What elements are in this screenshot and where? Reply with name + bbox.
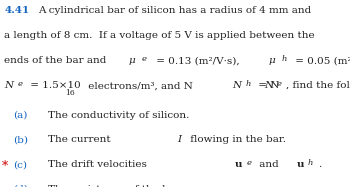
Text: electrons/m³, and N: electrons/m³, and N	[85, 81, 193, 90]
Text: (c): (c)	[13, 160, 27, 169]
Text: a length of 8 cm.  If a voltage of 5 V is applied between the: a length of 8 cm. If a voltage of 5 V is…	[4, 31, 315, 40]
Text: h: h	[246, 80, 251, 88]
Text: The resistance of the bar.: The resistance of the bar.	[48, 185, 182, 187]
Text: e: e	[18, 80, 22, 88]
Text: = 0.05 (m²/V·s),: = 0.05 (m²/V·s),	[292, 56, 350, 65]
Text: N: N	[232, 81, 241, 90]
Text: The drift velocities: The drift velocities	[48, 160, 150, 169]
Text: μ: μ	[268, 56, 275, 65]
Text: = N: = N	[255, 81, 280, 90]
Text: 16: 16	[65, 89, 75, 97]
Text: flowing in the bar.: flowing in the bar.	[187, 135, 286, 144]
Text: I: I	[177, 135, 181, 144]
Text: u: u	[296, 160, 304, 169]
Text: 4.41: 4.41	[4, 6, 29, 15]
Text: e: e	[277, 80, 282, 88]
Text: .: .	[318, 160, 321, 169]
Text: ends of the bar and: ends of the bar and	[4, 56, 110, 65]
Text: μ: μ	[129, 56, 135, 65]
Text: e: e	[142, 55, 147, 63]
Text: (b): (b)	[13, 135, 28, 144]
Text: A cylindrical bar of silicon has a radius of 4 mm and: A cylindrical bar of silicon has a radiu…	[38, 6, 311, 15]
Text: The current: The current	[48, 135, 114, 144]
Text: = 1.5×10: = 1.5×10	[27, 81, 81, 90]
Text: N: N	[4, 81, 13, 90]
Text: , find the following:: , find the following:	[286, 81, 350, 90]
Text: and: and	[256, 160, 282, 169]
Text: (d): (d)	[13, 185, 28, 187]
Text: (a): (a)	[13, 111, 28, 120]
Text: *: *	[2, 160, 8, 173]
Text: h: h	[281, 55, 287, 63]
Text: N: N	[264, 81, 273, 90]
Text: The conductivity of silicon.: The conductivity of silicon.	[48, 111, 190, 120]
Text: e: e	[246, 159, 251, 167]
Text: = 0.13 (m²/V·s),: = 0.13 (m²/V·s),	[153, 56, 246, 65]
Text: u: u	[235, 160, 242, 169]
Text: h: h	[308, 159, 313, 167]
